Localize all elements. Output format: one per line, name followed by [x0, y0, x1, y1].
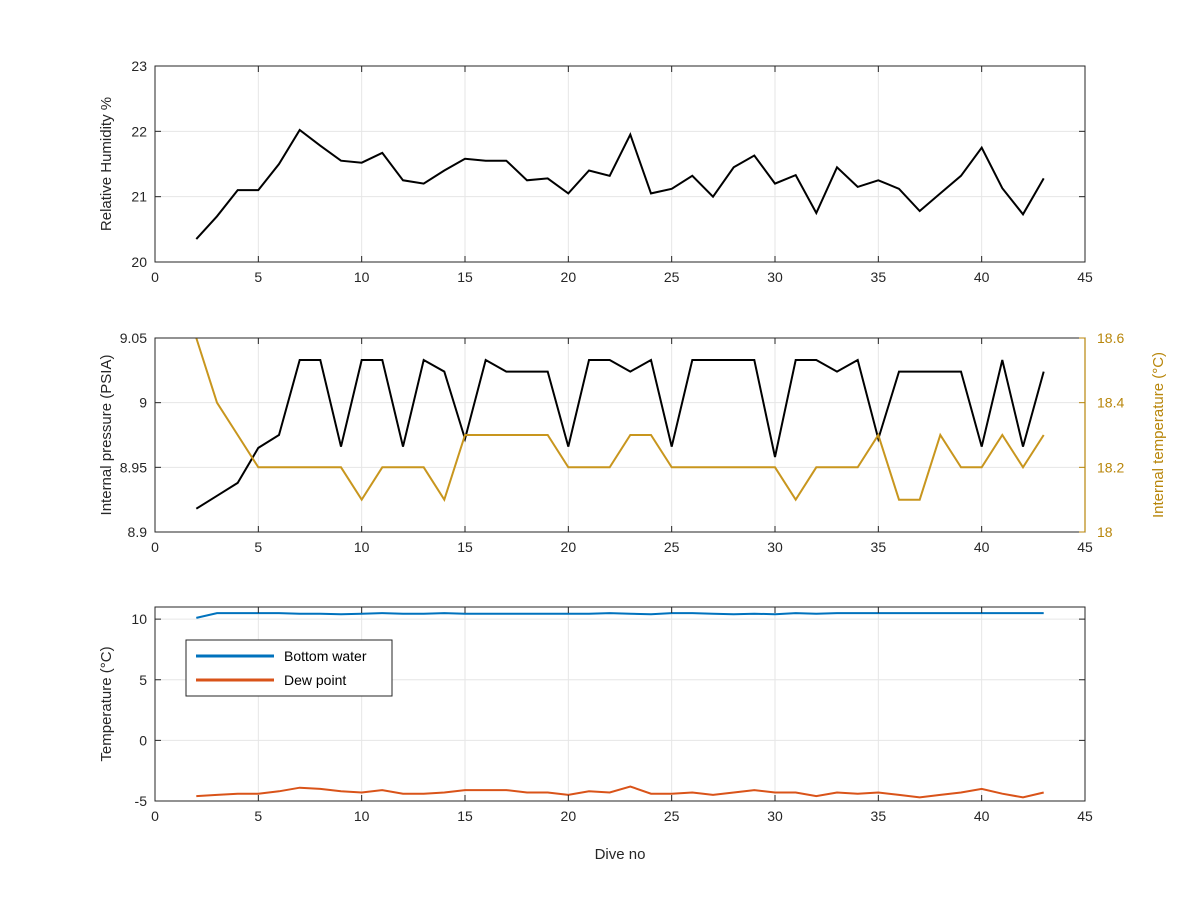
- y-tick-label: 9: [139, 395, 147, 411]
- x-tick-label: 10: [354, 808, 370, 824]
- y-tick-label: 8.95: [120, 459, 147, 475]
- y-right-axis-label: Internal temperature (°C): [1150, 352, 1167, 518]
- x-tick-label: 0: [151, 269, 159, 285]
- axes-2: 0 5 10 15 20 25 30 35 40 45 8.9 8.95 9 9.05 18 18.2 18.4…: [98, 330, 1167, 555]
- x-tick-label: 40: [974, 539, 990, 555]
- x-tick-label: 10: [354, 539, 370, 555]
- x-tick-label: 45: [1077, 539, 1093, 555]
- y-tick-label: 20: [131, 254, 147, 270]
- series-line-series-1: [195, 128, 1045, 240]
- x-tick-label: 20: [561, 539, 577, 555]
- legend-label-dew-point: Dew point: [284, 672, 346, 688]
- y-tick-label: 23: [131, 58, 147, 74]
- series-line-bottom-water: [196, 612, 1044, 619]
- axes-box: [154, 65, 1086, 263]
- x-tick-label: 25: [664, 808, 680, 824]
- x-tick-label: 5: [254, 539, 262, 555]
- x-tick-label: 5: [254, 269, 262, 285]
- y-axis-label: Relative Humidity %: [98, 97, 115, 231]
- x-tick-label: 10: [354, 269, 370, 285]
- x-tick-label: 20: [561, 269, 577, 285]
- x-tick-label: 35: [871, 808, 887, 824]
- axes-1: 0 5 10 15 20 25 30 35 40 45 20 21 22 23 Relative Humid…: [98, 58, 1093, 285]
- y-tick-label: 9.05: [120, 330, 147, 346]
- x-tick-label: 5: [254, 808, 262, 824]
- series-line-dew-point: [196, 785, 1044, 799]
- x-tick-label: 0: [151, 539, 159, 555]
- y-right-tick-label: 18.2: [1097, 459, 1124, 475]
- x-tick-label: 15: [457, 539, 473, 555]
- series-line-series-2: [195, 337, 1045, 503]
- x-tick-label: 30: [767, 269, 783, 285]
- series-line-series-1: [195, 358, 1045, 510]
- x-tick-label: 35: [871, 269, 887, 285]
- x-tick-label: 35: [871, 539, 887, 555]
- x-tick-label: 25: [664, 539, 680, 555]
- legend-label-bottom-water: Bottom water: [284, 648, 367, 664]
- x-axis-label: Dive no: [595, 846, 646, 863]
- y-tick-label: 0: [139, 732, 147, 748]
- x-tick-label: 15: [457, 808, 473, 824]
- x-tick-label: 40: [974, 269, 990, 285]
- y-tick-label: -5: [135, 793, 148, 809]
- x-tick-label: 40: [974, 808, 990, 824]
- x-tick-label: 30: [767, 539, 783, 555]
- axes-box: [154, 606, 1086, 802]
- y-axis-label: Temperature (°C): [98, 646, 115, 761]
- y-tick-label: 21: [131, 189, 147, 205]
- y-right-tick-label: 18.6: [1097, 330, 1124, 346]
- y-tick-label: 8.9: [128, 524, 148, 540]
- x-tick-label: 25: [664, 269, 680, 285]
- y-axis-label: Internal pressure (PSIA): [98, 355, 115, 516]
- y-tick-label: 22: [131, 123, 147, 139]
- y-tick-label: 10: [131, 611, 147, 627]
- legend: Bottom water Dew point: [185, 639, 393, 697]
- x-tick-label: 15: [457, 269, 473, 285]
- y-right-tick-label: 18: [1097, 524, 1113, 540]
- axes-box: [154, 337, 1086, 533]
- x-tick-label: 0: [151, 808, 159, 824]
- legend-box: [185, 639, 393, 697]
- x-tick-label: 45: [1077, 269, 1093, 285]
- y-tick-label: 5: [139, 672, 147, 688]
- x-tick-label: 45: [1077, 808, 1093, 824]
- y-right-tick-label: 18.4: [1097, 395, 1124, 411]
- x-tick-label: 30: [767, 808, 783, 824]
- x-tick-label: 20: [561, 808, 577, 824]
